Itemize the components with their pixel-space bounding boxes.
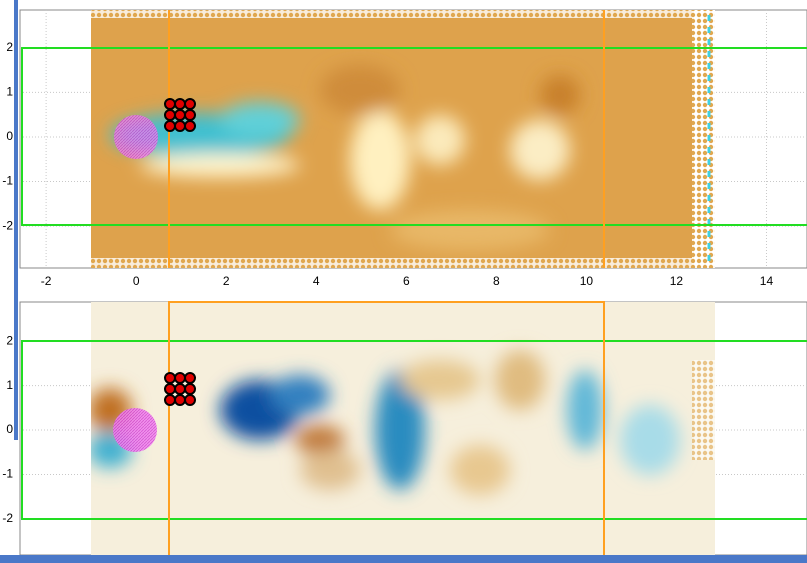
y-tick-label: 2 — [6, 333, 13, 347]
x-tick-label: 12 — [670, 274, 684, 288]
y-tick-label: -2 — [2, 511, 13, 525]
x-tick-label: 4 — [313, 274, 320, 288]
y-tick-label: 1 — [6, 85, 13, 99]
x-tick-label: 10 — [580, 274, 594, 288]
y-tick-label: -1 — [2, 467, 13, 481]
y-tick-label: 2 — [6, 40, 13, 54]
y-tick-label: 1 — [6, 378, 13, 392]
y-tick-label: 0 — [6, 422, 13, 436]
x-tick-label: -2 — [41, 274, 52, 288]
x-tick-label: 0 — [133, 274, 140, 288]
y-tick-label: 0 — [6, 129, 13, 143]
y-tick-label: -1 — [2, 174, 13, 188]
x-tick-label: 14 — [760, 274, 774, 288]
field-bottom — [91, 302, 715, 555]
x-tick-label: 8 — [493, 274, 500, 288]
y-tick-label: -2 — [2, 218, 13, 232]
x-tick-label: 6 — [403, 274, 410, 288]
x-tick-label: 2 — [223, 274, 230, 288]
